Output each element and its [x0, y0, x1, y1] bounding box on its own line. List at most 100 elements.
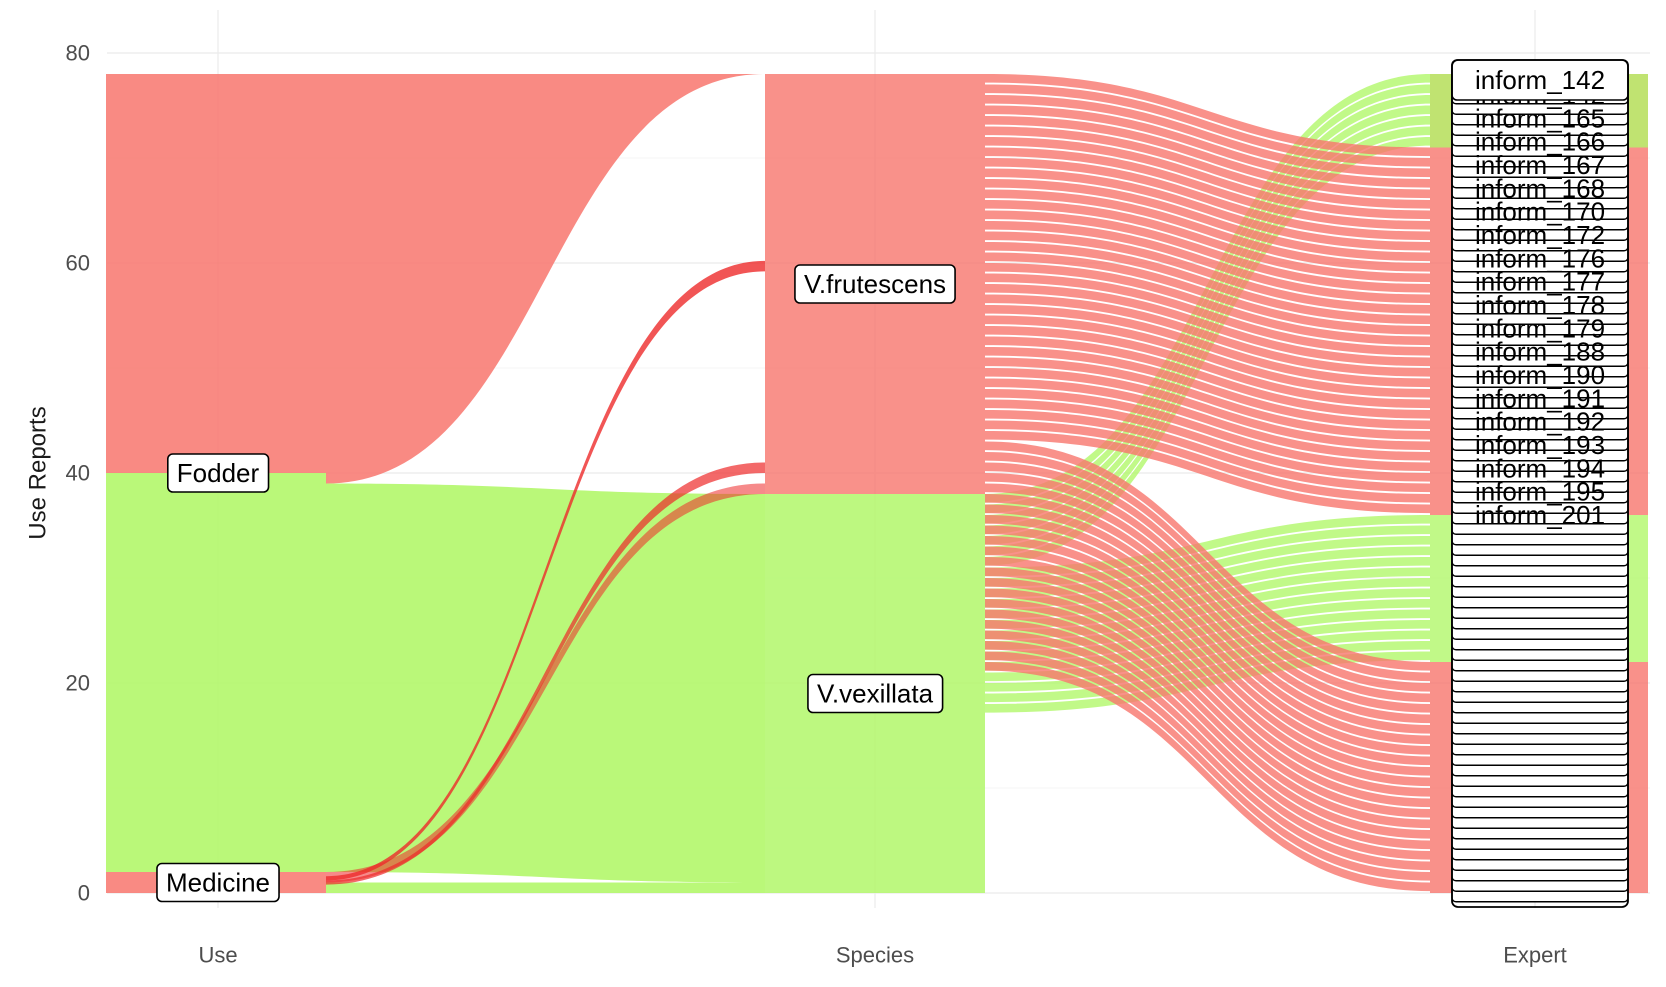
flow-frutescens-expert — [985, 336, 1430, 419]
flow-frutescens-expert — [985, 210, 1430, 293]
y-tick-label: 60 — [66, 251, 90, 276]
expert-label-inform_168: inform_168 — [1475, 173, 1605, 203]
flow-frutescens-expert — [985, 294, 1430, 377]
flow-vexillata-expert — [985, 84, 1430, 514]
flow-medicine-frutescens — [326, 483, 765, 883]
expert-label-inform_191: inform_191 — [1475, 383, 1605, 413]
flow-frutescens-expert — [985, 116, 1430, 199]
flow-frutescens-expert — [985, 431, 1430, 514]
label-medicine-text: Medicine — [166, 868, 270, 898]
flow-frutescens-expert — [985, 620, 1430, 850]
flow-frutescens-expert — [985, 462, 1430, 692]
flow-frutescens-expert — [985, 662, 1430, 892]
label-v-vexillata-box — [807, 673, 944, 714]
flow-frutescens-expert — [985, 273, 1430, 356]
flow-frutescens-expert — [985, 84, 1430, 167]
flow-frutescens-expert — [985, 231, 1430, 314]
flow-frutescens-expert — [985, 263, 1430, 346]
flow-medicine-vexillata — [326, 882, 765, 893]
flow-frutescens-expert — [985, 158, 1430, 241]
stratum-fodder-upper — [106, 74, 326, 473]
flow-frutescens-expert — [985, 242, 1430, 325]
flow-frutescens-expert — [985, 651, 1430, 881]
flow-frutescens-expert — [985, 305, 1430, 388]
expert-label-inform_201: inform_201 — [1475, 500, 1605, 530]
flow-frutescens-expert — [985, 168, 1430, 251]
expert-label-inform_194: inform_194 — [1475, 453, 1605, 483]
flow-frutescens-expert — [985, 284, 1430, 367]
flow-frutescens-expert — [985, 641, 1430, 871]
expert-label-inform_190: inform_190 — [1475, 360, 1605, 390]
flow-vexillata-expert — [985, 95, 1430, 524]
flow-frutescens-expert — [985, 588, 1430, 818]
expert-label-inform_170: inform_170 — [1475, 197, 1605, 227]
flow-frutescens-expert — [985, 179, 1430, 262]
label-v-frutescens: V.frutescens — [794, 264, 956, 304]
expert-label-inform_165: inform_165 — [1475, 103, 1605, 133]
flows — [326, 74, 1430, 893]
flow-frutescens-expert — [985, 504, 1430, 734]
flow-vexillata-expert — [985, 74, 1430, 503]
y-tick-label: 0 — [78, 881, 90, 906]
flow-frutescens-expert — [985, 525, 1430, 755]
flow-frutescens-expert — [985, 578, 1430, 808]
flow-frutescens-expert — [985, 546, 1430, 776]
stratum-fodder-lower — [106, 473, 326, 872]
expert-label-inform_177: inform_177 — [1475, 267, 1605, 297]
expert-label-inform_193: inform_193 — [1475, 430, 1605, 460]
expert-label-inform_188: inform_188 — [1475, 337, 1605, 367]
flow-vexillata-expert — [985, 515, 1430, 577]
flow-frutescens-expert — [985, 315, 1430, 398]
flow-vexillata-expert — [985, 105, 1430, 535]
flow-frutescens-expert — [985, 105, 1430, 188]
flow-frutescens-expert — [985, 399, 1430, 482]
flow-frutescens-expert — [985, 536, 1430, 766]
x-tick-label-expert: Expert — [1503, 943, 1567, 968]
stratum-labels: Fodder Medicine V.frutescens V.vexillata inf… — [156, 59, 1629, 908]
flow-frutescens-expert — [985, 389, 1430, 472]
flow-frutescens-expert — [985, 252, 1430, 335]
flow-frutescens-expert — [985, 147, 1430, 230]
expert-label-inform_195: inform_195 — [1475, 477, 1605, 507]
flow-medicine-vexillata-streak — [326, 462, 765, 885]
y-tick-label: 20 — [66, 671, 90, 696]
flow-vexillata-expert — [985, 137, 1430, 566]
expert-label-inform_178: inform_178 — [1475, 290, 1605, 320]
expert-labels: inform_142 inform_165inform_166inform_167… — [1451, 59, 1629, 908]
expert-label-column-border — [1451, 59, 1629, 908]
flow-frutescens-expert — [985, 567, 1430, 797]
flow-frutescens-expert — [985, 452, 1430, 682]
flow-frutescens-expert — [985, 599, 1430, 829]
y-tick-label: 40 — [66, 461, 90, 486]
expert-label-inform_176: inform_176 — [1475, 243, 1605, 273]
flow-frutescens-expert — [985, 368, 1430, 451]
label-v-vexillata-text: V.vexillata — [817, 679, 934, 709]
flow-medicine-frutescens-streak — [326, 260, 765, 881]
x-tick-label-use: Use — [198, 943, 237, 968]
y-axis-title: Use Reports — [25, 406, 52, 539]
flow-frutescens-expert — [985, 515, 1430, 745]
expert-label-inform_179: inform_179 — [1475, 313, 1605, 343]
flow-frutescens-expert — [985, 95, 1430, 178]
expert-top-label-text: inform_142 — [1475, 65, 1605, 95]
flow-frutescens-expert — [985, 347, 1430, 430]
flow-frutescens-expert — [985, 483, 1430, 713]
expert-label-inform_166: inform_166 — [1475, 127, 1605, 157]
expert-label-inform_167: inform_167 — [1475, 150, 1605, 180]
label-v-frutescens-text: V.frutescens — [804, 269, 946, 299]
flow-frutescens-expert — [985, 357, 1430, 440]
label-fodder: Fodder — [167, 453, 270, 493]
flow-frutescens-expert — [985, 473, 1430, 703]
label-medicine-box — [156, 862, 280, 903]
flow-frutescens-expert — [985, 200, 1430, 283]
flow-frutescens-expert — [985, 630, 1430, 860]
expert-top-label: inform_142 — [1451, 59, 1629, 101]
flow-frutescens-expert — [985, 126, 1430, 209]
flow-frutescens-expert — [985, 557, 1430, 787]
flow-frutescens-expert — [985, 378, 1430, 461]
flow-vexillata-expert — [985, 116, 1430, 545]
label-v-vexillata: V.vexillata — [807, 673, 944, 714]
flow-frutescens-expert — [985, 494, 1430, 724]
flow-frutescens-expert — [985, 74, 1430, 157]
expert-label-inform_192: inform_192 — [1475, 407, 1605, 437]
